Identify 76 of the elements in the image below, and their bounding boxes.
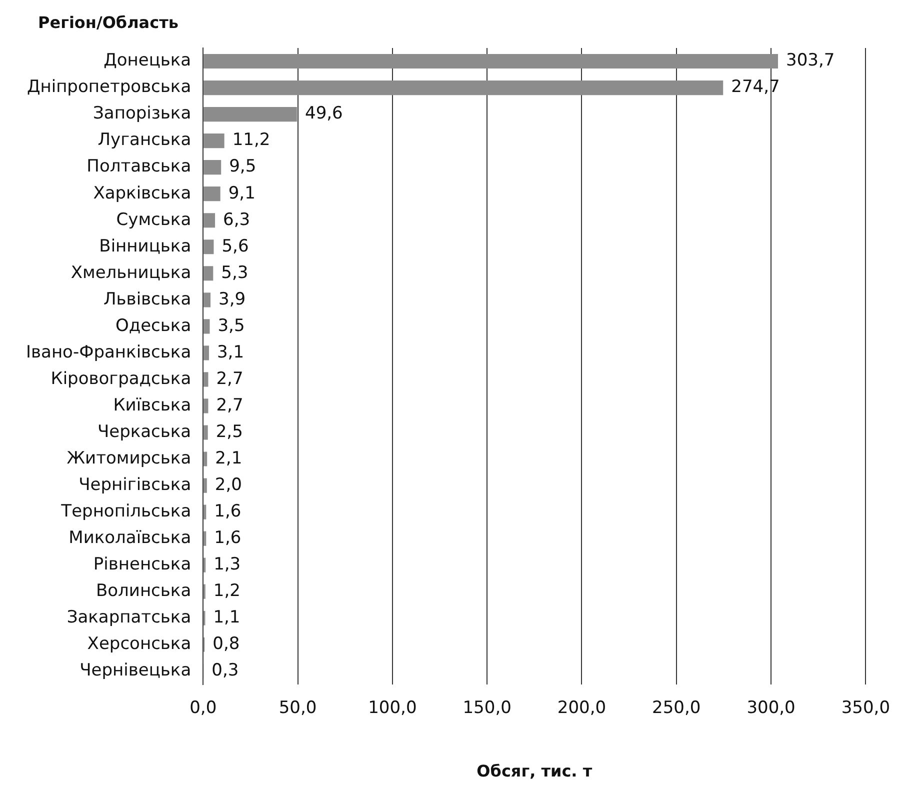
bar — [204, 398, 208, 414]
bar — [204, 478, 207, 493]
y-tick-label: Херсонська — [87, 634, 192, 654]
data-label: 49,6 — [305, 104, 343, 124]
y-tick-label: Дніпропетровська — [26, 77, 192, 98]
data-label: 3,9 — [218, 289, 246, 310]
y-tick-label: Полтавська — [86, 156, 192, 177]
x-tick-label: 100,0 — [368, 698, 417, 718]
y-tick-label: Запорізька — [93, 104, 192, 124]
x-tick-label: 150,0 — [462, 698, 512, 718]
bar — [204, 452, 208, 466]
x-tick-label: 300,0 — [746, 698, 796, 718]
data-label: 0,8 — [212, 634, 240, 654]
data-label: 5,3 — [221, 262, 248, 283]
y-tick-label: Харківська — [93, 183, 192, 204]
y-tick-label: Хмельницька — [70, 262, 192, 283]
y-tick-label: Київська — [113, 395, 192, 416]
x-axis-title: Обсяг, тис. т — [476, 762, 593, 781]
data-label: 2,5 — [216, 422, 243, 442]
bar — [204, 292, 210, 308]
data-label: 1,2 — [213, 581, 240, 602]
y-tick-label: Тернопільська — [60, 501, 192, 522]
x-tick-label: 350,0 — [841, 698, 890, 718]
data-label: 303,7 — [786, 50, 835, 71]
bar — [204, 531, 206, 546]
bar — [204, 504, 206, 520]
y-tick-label: Рівненська — [93, 554, 192, 574]
y-tick-label: Одеська — [115, 316, 192, 336]
data-label: 2,0 — [214, 474, 242, 495]
data-label: 1,3 — [214, 554, 241, 574]
x-tick-label: 250,0 — [652, 698, 701, 718]
y-tick-label: Миколаївська — [68, 528, 192, 548]
bar — [204, 80, 724, 96]
data-label: 1,6 — [214, 501, 242, 522]
data-label: 9,5 — [229, 156, 256, 177]
data-label: 2,7 — [216, 395, 244, 416]
data-label: 3,5 — [218, 316, 245, 336]
bar — [204, 134, 224, 148]
bar — [204, 54, 778, 69]
x-tick-label: 50,0 — [278, 698, 317, 718]
data-label: 1,6 — [214, 528, 242, 548]
bar — [204, 186, 220, 202]
x-tick-label: 0,0 — [190, 698, 217, 718]
y-tick-label: Луганська — [98, 130, 192, 150]
y-axis-title: Регіон/Область — [38, 13, 178, 32]
bar — [204, 213, 216, 228]
bar — [204, 425, 208, 440]
data-label: 6,3 — [223, 210, 250, 230]
bar — [204, 107, 298, 122]
data-label: 2,7 — [216, 368, 244, 389]
bar — [204, 266, 214, 281]
bar — [204, 346, 209, 360]
y-tick-label: Закарпатська — [66, 608, 192, 628]
x-tick-label: 200,0 — [557, 698, 606, 718]
y-tick-label: Вінницька — [99, 236, 192, 256]
y-tick-label: Львівська — [103, 289, 192, 310]
data-label: 1,1 — [213, 608, 240, 628]
bar — [204, 240, 214, 254]
data-label: 2,1 — [215, 448, 242, 468]
data-label: 5,6 — [222, 236, 249, 256]
data-label: 3,1 — [216, 342, 244, 362]
bar — [204, 160, 222, 175]
bar — [204, 319, 210, 334]
y-tick-label: Житомирська — [66, 448, 192, 468]
data-label: 11,2 — [232, 130, 270, 150]
y-tick-label: Кіровоградська — [50, 368, 192, 389]
y-tick-label: Чернігівська — [78, 474, 192, 495]
y-tick-label: Івано-Франківська — [26, 342, 192, 362]
y-tick-label: Чернівецька — [80, 660, 192, 681]
y-tick-label: Волинська — [96, 581, 192, 602]
data-label: 9,1 — [228, 183, 256, 204]
data-label: 0,3 — [212, 660, 239, 681]
y-tick-label: Сумська — [116, 210, 192, 230]
y-tick-label: Черкаська — [97, 422, 192, 442]
bar — [204, 372, 208, 387]
y-tick-label: Донецька — [104, 50, 192, 71]
